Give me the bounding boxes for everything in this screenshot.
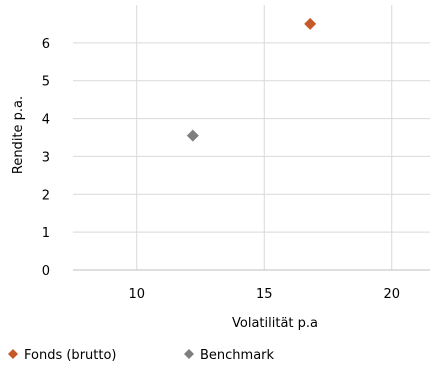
y-tick-label: 6 — [42, 37, 50, 52]
grid-layer — [73, 5, 430, 270]
x-tick-label: 15 — [256, 287, 273, 302]
y-tick-label: 1 — [42, 226, 50, 241]
x-tick-label: 20 — [383, 287, 400, 302]
data-point-benchmark — [186, 129, 199, 142]
legend-marker-benchmark — [184, 349, 194, 359]
y-axis-title: Rendite p.a. — [11, 96, 26, 174]
x-tick-label: 10 — [128, 287, 145, 302]
data-point-fonds — [304, 17, 317, 30]
y-tick-label: 0 — [42, 264, 50, 279]
legend-marker-fonds — [8, 349, 18, 359]
x-axis-title: Volatilität p.a — [232, 316, 318, 331]
y-tick-label: 3 — [42, 150, 50, 165]
tick-label-layer: 0 1 2 3 4 5 6 10 15 20 — [42, 37, 400, 302]
data-points-layer — [186, 17, 317, 142]
y-tick-label: 2 — [42, 188, 50, 203]
y-tick-label: 5 — [42, 75, 50, 90]
y-tick-label: 4 — [42, 113, 50, 128]
legend-label-fonds: Fonds (brutto) — [24, 348, 117, 363]
legend-label-benchmark: Benchmark — [200, 348, 275, 363]
legend: Fonds (brutto) Benchmark — [8, 348, 275, 363]
